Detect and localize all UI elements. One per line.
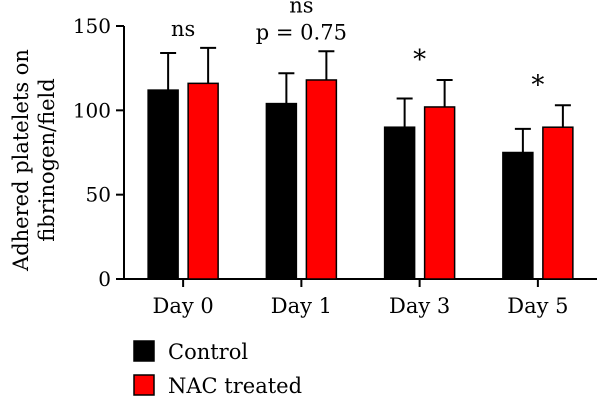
y-axis-title-line-1: Adhered platelets on [9,49,33,272]
y-axis-title-line-2: fibrinogen/field [35,78,59,241]
bar [147,89,179,280]
y-axis: 0 50 100 150 [73,14,125,291]
significance-label: p = 0.75 [256,20,347,44]
legend-label: NAC treated [168,374,302,398]
significance-label: ns [171,17,195,41]
bars [147,46,574,280]
y-tick-label: 150 [73,14,111,38]
x-axis: Day 0 Day 1 Day 3 Day 5 [124,278,597,318]
y-tick-label: 50 [86,183,111,207]
y-axis-title: Adhered platelets on fibrinogen/field [9,49,59,272]
y-tick-label: 100 [73,98,111,122]
significance-label: * [531,70,544,100]
legend-swatch [133,374,155,396]
x-tick-label: Day 5 [507,294,568,318]
bar [542,126,574,280]
bar [305,79,338,280]
bar [383,126,416,280]
x-tick-label: Day 0 [152,294,213,318]
bar [502,151,534,280]
significance-annotations: ns ns p = 0.75 * * [171,0,544,100]
bar [423,106,456,280]
legend: Control NAC treated [133,340,302,398]
bar [187,82,219,280]
x-tick-label: Day 1 [271,294,332,318]
significance-label: ns [289,0,313,17]
legend-label: Control [168,340,248,364]
y-tick-label: 0 [98,267,111,291]
bar [265,102,298,280]
x-tick-label: Day 3 [389,294,450,318]
legend-swatch [133,340,155,362]
significance-label: * [413,45,426,75]
